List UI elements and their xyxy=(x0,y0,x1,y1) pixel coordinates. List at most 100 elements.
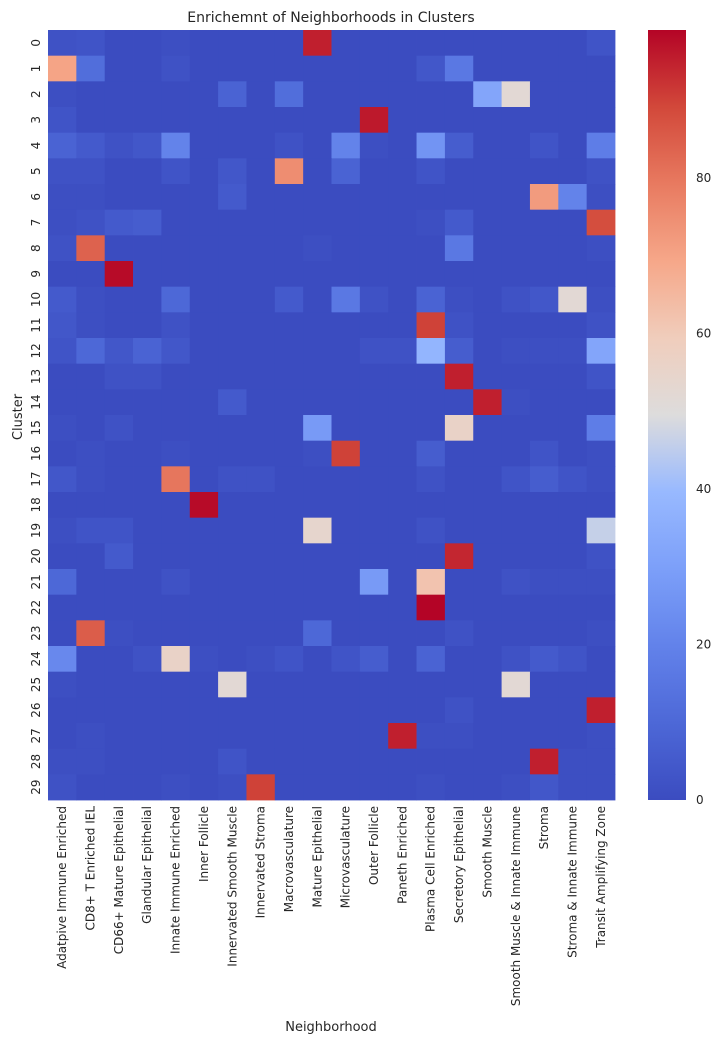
heatmap-cell xyxy=(586,261,616,288)
heatmap-cell xyxy=(303,517,332,544)
heatmap-cell xyxy=(218,107,247,134)
heatmap-cell xyxy=(359,415,389,442)
heatmap-cell xyxy=(416,30,446,57)
heatmap-cell xyxy=(218,312,247,339)
heatmap-cell xyxy=(218,261,247,288)
heatmap-cell xyxy=(48,338,77,365)
heatmap-cell xyxy=(218,517,247,544)
heatmap-cell xyxy=(331,209,361,236)
heatmap-cell xyxy=(501,671,531,698)
heatmap-cell xyxy=(586,646,616,673)
heatmap-cell xyxy=(161,440,191,467)
heatmap-cell xyxy=(388,363,417,390)
heatmap-cell xyxy=(558,55,588,82)
heatmap-cell xyxy=(76,132,106,159)
heatmap-cell xyxy=(388,209,417,236)
heatmap-cell xyxy=(388,30,417,57)
heatmap-cell xyxy=(558,440,588,467)
heatmap-cell xyxy=(388,774,417,801)
heatmap-cell xyxy=(303,492,332,519)
heatmap-cell xyxy=(189,620,219,647)
heatmap-cell xyxy=(274,338,304,365)
heatmap-cell xyxy=(416,517,446,544)
heatmap-cell xyxy=(444,81,474,108)
heatmap-cell xyxy=(586,235,616,262)
heatmap-cell xyxy=(416,81,446,108)
heatmap-cell xyxy=(246,30,276,57)
heatmap-cell xyxy=(274,312,304,339)
heatmap-cell xyxy=(189,594,219,621)
heatmap-cell xyxy=(303,81,332,108)
heatmap-cell xyxy=(444,338,474,365)
colorbar-tick-label: 40 xyxy=(696,482,711,496)
heatmap-cell xyxy=(416,569,446,596)
heatmap-cell xyxy=(501,620,531,647)
heatmap-cell xyxy=(246,440,276,467)
heatmap-cell xyxy=(48,389,77,416)
heatmap-cell xyxy=(558,543,588,570)
heatmap-cell xyxy=(558,158,588,185)
heatmap-cell xyxy=(529,646,559,673)
heatmap-cell xyxy=(416,440,446,467)
heatmap-cell xyxy=(104,389,134,416)
heatmap-cell xyxy=(76,158,106,185)
heatmap-cell xyxy=(76,81,106,108)
heatmap-cell xyxy=(274,81,304,108)
heatmap-cell xyxy=(501,286,531,313)
heatmap-cell xyxy=(558,389,588,416)
heatmap-cell xyxy=(473,363,502,390)
heatmap-cell xyxy=(331,312,361,339)
heatmap-cell xyxy=(529,286,559,313)
heatmap-cell xyxy=(189,415,219,442)
heatmap-cell xyxy=(104,132,134,159)
heatmap-cell xyxy=(133,312,162,339)
heatmap-cell xyxy=(501,723,531,750)
heatmap-cell xyxy=(303,261,332,288)
heatmap-cell xyxy=(416,620,446,647)
heatmap-cell xyxy=(104,81,134,108)
colorbar-tick-label: 80 xyxy=(696,171,711,185)
heatmap-cell xyxy=(246,697,276,724)
heatmap-cell xyxy=(359,569,389,596)
heatmap-cell xyxy=(274,132,304,159)
heatmap-cell xyxy=(133,30,162,57)
heatmap-cell xyxy=(473,132,502,159)
heatmap-cell xyxy=(246,594,276,621)
heatmap-cell xyxy=(444,440,474,467)
heatmap-cell xyxy=(161,338,191,365)
heatmap-cell xyxy=(48,466,77,493)
heatmap-cell xyxy=(416,723,446,750)
heatmap-cell xyxy=(529,261,559,288)
heatmap-cell xyxy=(189,466,219,493)
heatmap-cell xyxy=(76,209,106,236)
heatmap-cell xyxy=(529,466,559,493)
heatmap-cell xyxy=(246,774,276,801)
heatmap-cell xyxy=(388,594,417,621)
heatmap-cell xyxy=(246,543,276,570)
heatmap-cell xyxy=(189,492,219,519)
y-tick-label: 11 xyxy=(29,318,43,333)
heatmap-cell xyxy=(133,55,162,82)
heatmap-cell xyxy=(529,569,559,596)
heatmap-cell xyxy=(189,363,219,390)
heatmap-cell xyxy=(416,646,446,673)
heatmap-cell xyxy=(473,235,502,262)
heatmap-cell xyxy=(444,55,474,82)
heatmap-cell xyxy=(133,774,162,801)
heatmap-cell xyxy=(359,492,389,519)
heatmap-cell xyxy=(189,723,219,750)
heatmap-cell xyxy=(501,492,531,519)
heatmap-cell xyxy=(104,774,134,801)
heatmap-cell xyxy=(161,235,191,262)
heatmap-cell xyxy=(48,132,77,159)
heatmap-cell xyxy=(189,158,219,185)
heatmap-cell xyxy=(558,107,588,134)
heatmap-cell xyxy=(586,620,616,647)
heatmap-cell xyxy=(529,30,559,57)
heatmap-cell xyxy=(48,235,77,262)
x-tick-label: Outer Follicle xyxy=(367,806,381,885)
heatmap-cell xyxy=(529,338,559,365)
heatmap-cell xyxy=(133,184,162,211)
heatmap-cell xyxy=(444,261,474,288)
heatmap-cell xyxy=(303,107,332,134)
